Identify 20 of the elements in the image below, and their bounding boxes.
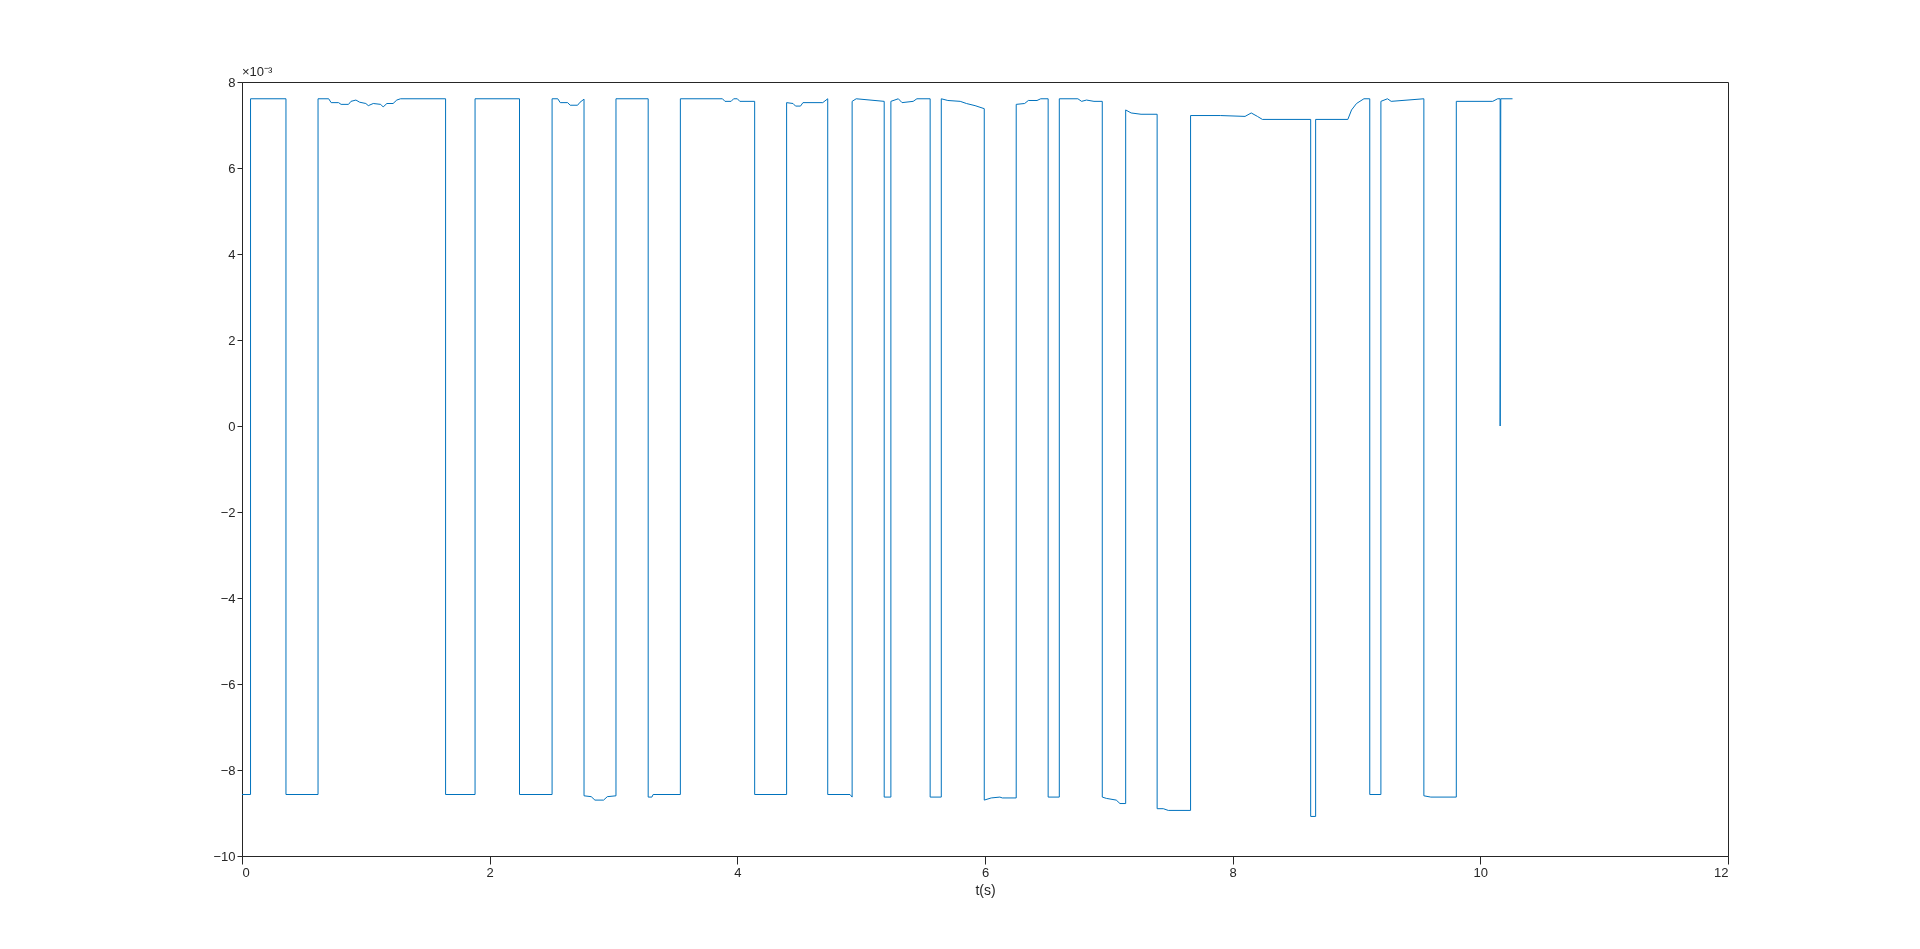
y-tick-label: 4 — [228, 246, 236, 262]
y-tick-label: −10 — [213, 848, 236, 864]
y-tick-label: −6 — [220, 676, 236, 692]
x-axis-title: t(s) — [975, 881, 996, 898]
x-tick-label: 10 — [1473, 864, 1489, 880]
y-tick-label: 0 — [228, 418, 236, 434]
x-tick-label: 6 — [981, 864, 990, 880]
x-tick-label: 8 — [1229, 864, 1237, 880]
y-tick-label: −4 — [220, 590, 236, 606]
x-tick-label: 0 — [242, 864, 250, 880]
y-tick-label: −2 — [220, 504, 236, 520]
line-series — [241, 98, 1514, 817]
y-tick-label: 8 — [228, 74, 236, 90]
y-tick-label: 6 — [228, 160, 236, 176]
x-tick-label: 12 — [1714, 864, 1729, 880]
x-tick-label: 4 — [734, 864, 742, 880]
y-tick-label: 2 — [228, 332, 236, 348]
y-tick-label: −8 — [220, 762, 236, 778]
text: ×10⁻³ — [242, 64, 274, 79]
x-tick-label: 2 — [486, 864, 494, 880]
